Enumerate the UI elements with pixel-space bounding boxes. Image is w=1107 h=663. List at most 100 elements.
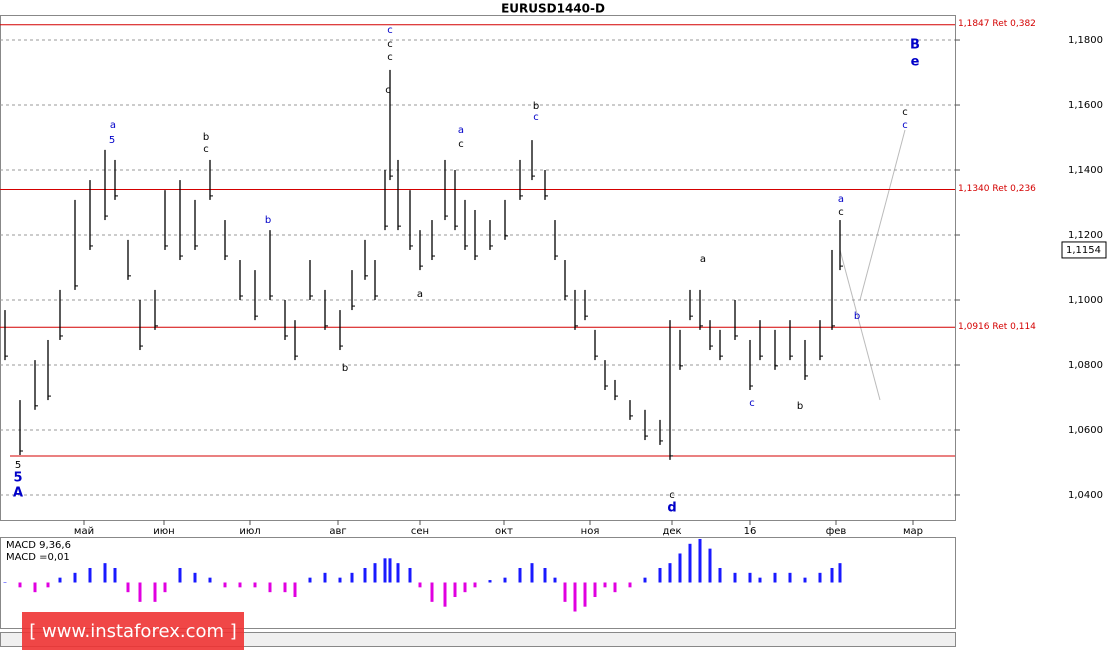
macd-bar <box>430 582 434 602</box>
macd-bar <box>788 572 792 583</box>
wave-label: e <box>911 55 920 70</box>
wave-label: c <box>385 85 391 96</box>
macd-bar <box>238 582 242 588</box>
macd-bar <box>103 563 107 583</box>
macd-bar <box>658 567 662 583</box>
wave-label: b <box>342 363 348 374</box>
wave-label: c <box>838 207 844 218</box>
macd-bar <box>613 582 617 593</box>
wave-label: c <box>203 144 209 155</box>
wave-label: 5 <box>109 135 115 146</box>
wave-label: d <box>667 501 676 516</box>
macd-value: MACD =0,01 <box>6 552 70 563</box>
x-tick-label: май <box>74 526 94 537</box>
macd-bar <box>643 577 647 583</box>
macd-bar <box>718 567 722 583</box>
wave-label: c <box>458 139 464 150</box>
y-tick-label: 1,0400 <box>1068 490 1103 501</box>
macd-bar <box>583 582 587 607</box>
wave-label: a <box>458 125 464 136</box>
macd-bar <box>46 582 50 588</box>
y-tick-label: 1,1600 <box>1068 100 1103 111</box>
macd-bar <box>58 577 62 583</box>
macd-bar <box>443 582 447 607</box>
macd-bar <box>698 538 702 583</box>
macd-bar <box>18 582 22 588</box>
macd-bar <box>163 582 167 593</box>
x-tick-label: июл <box>239 526 260 537</box>
macd-bar <box>223 582 227 588</box>
macd-bar <box>748 572 752 583</box>
macd-bar <box>388 558 392 583</box>
wave-label: a <box>110 120 116 131</box>
wave-label: c <box>387 25 393 36</box>
macd-bar <box>350 572 354 583</box>
macd-title: MACD 9,36,6 <box>6 540 71 551</box>
macd-bar <box>688 543 692 583</box>
macd-bar <box>678 553 682 583</box>
macd-bar <box>126 582 130 593</box>
macd-bar <box>33 582 37 593</box>
ret-level-label: 1,1340 Ret 0,236 <box>958 184 1036 194</box>
plot-frame <box>0 15 956 521</box>
macd-bar <box>293 582 297 598</box>
macd-bar <box>573 582 577 612</box>
wave-label: c <box>902 120 908 131</box>
macd-bar <box>838 563 842 583</box>
macd-bar <box>153 582 157 602</box>
macd-bar <box>553 577 557 583</box>
wave-label: c <box>902 107 908 118</box>
macd-bar <box>363 567 367 583</box>
wave-label: a <box>417 289 423 300</box>
wave-label: c <box>387 39 393 50</box>
macd-bar <box>543 567 547 583</box>
macd-bar <box>178 567 182 583</box>
wave-label: a <box>700 254 706 265</box>
y-tick-label: 1,1000 <box>1068 295 1103 306</box>
macd-bar <box>708 548 712 583</box>
macd-bar <box>418 582 422 588</box>
x-tick-label: окт <box>495 526 513 537</box>
wave-label: 5 <box>13 471 22 486</box>
ret-level-label: 1,0916 Ret 0,114 <box>958 322 1036 332</box>
macd-bar <box>530 563 534 583</box>
x-tick-label: ноя <box>581 526 600 537</box>
x-tick-label: авг <box>329 526 346 537</box>
wave-label: 5 <box>15 460 21 471</box>
macd-bar <box>593 582 597 598</box>
wave-label: b <box>203 132 209 143</box>
x-tick-label: мар <box>903 526 923 537</box>
macd-bar <box>268 582 272 593</box>
x-tick-label: июн <box>153 526 174 537</box>
chart-title: EURUSD1440-D <box>501 2 605 16</box>
macd-bar <box>73 572 77 583</box>
x-tick-label: фев <box>826 526 847 537</box>
macd-bar <box>488 580 492 583</box>
y-tick-label: 1,0800 <box>1068 360 1103 371</box>
macd-bar <box>503 577 507 583</box>
macd-bar <box>383 558 387 583</box>
macd-bar <box>193 572 197 583</box>
macd-bar <box>253 582 257 588</box>
macd-bar <box>733 572 737 583</box>
macd-bar <box>830 567 834 583</box>
macd-bar <box>373 563 377 583</box>
wave-label: B <box>910 38 920 53</box>
wave-label: b <box>797 401 803 412</box>
last-price-box <box>1061 241 1107 259</box>
macd-bar <box>453 582 457 598</box>
macd-bar <box>628 582 632 588</box>
macd-bar <box>463 582 467 593</box>
projection-line <box>839 249 881 401</box>
y-tick-label: 1,1800 <box>1068 35 1103 46</box>
macd-bar <box>563 582 567 602</box>
macd-bar <box>396 563 400 583</box>
macd-bar <box>408 567 412 583</box>
macd-bar <box>88 567 92 583</box>
macd-bar <box>773 572 777 583</box>
wave-label: A <box>13 486 23 501</box>
x-tick-label: сен <box>411 526 429 537</box>
macd-bar <box>323 572 327 583</box>
